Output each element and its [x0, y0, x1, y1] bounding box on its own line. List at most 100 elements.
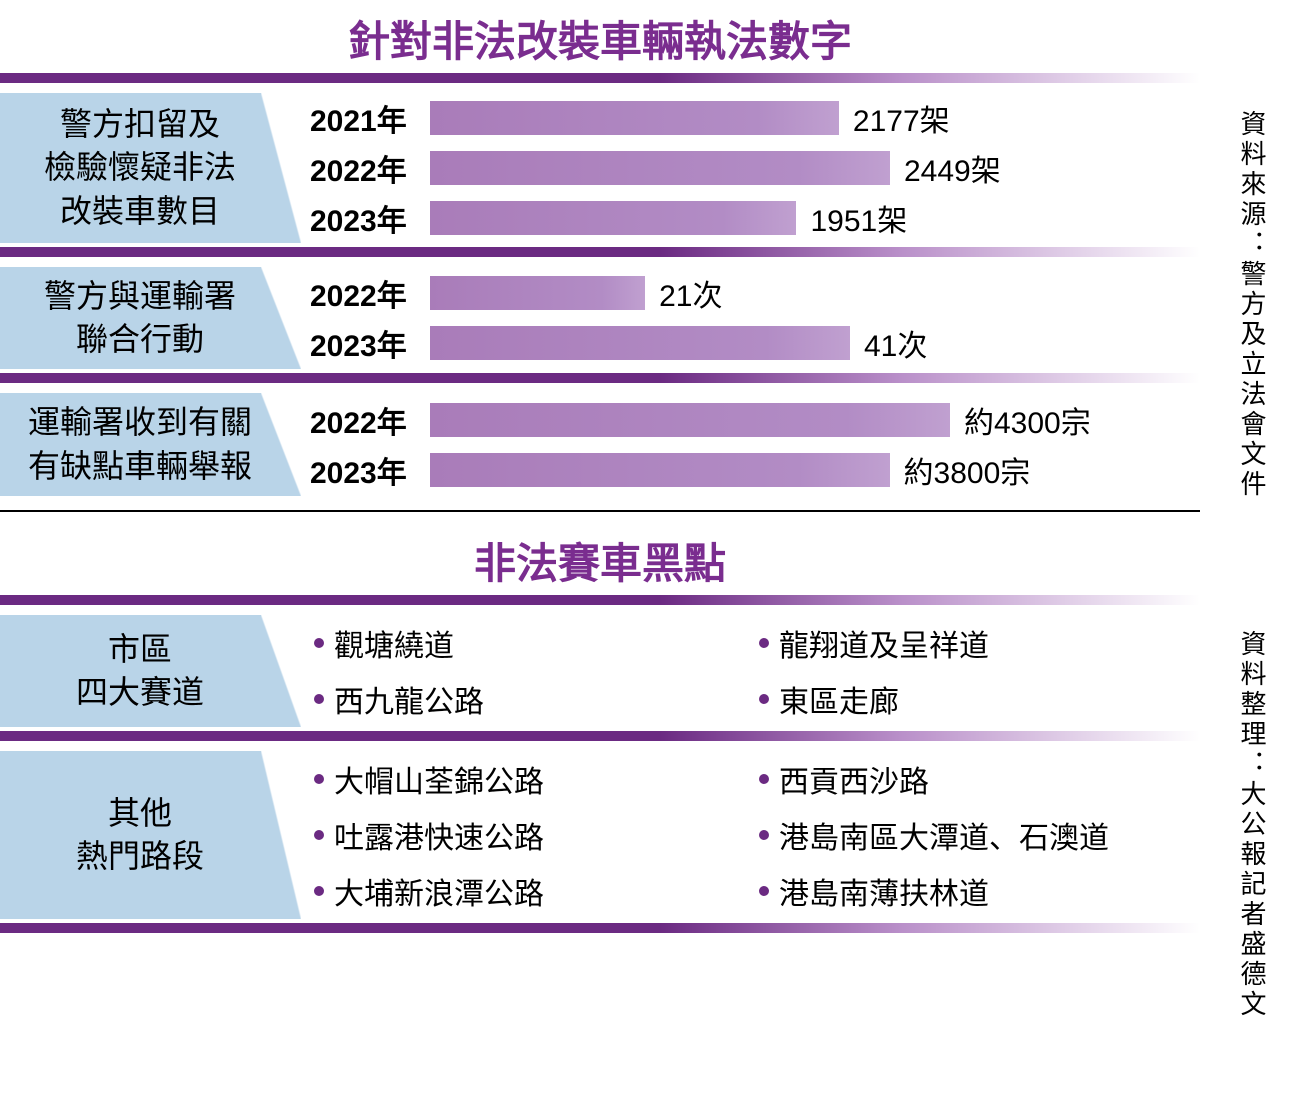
- bar-row: 2022年約4300宗: [310, 395, 1200, 445]
- bar-value: 21次: [659, 271, 722, 315]
- bullet-group: 其他熱門路段大帽山荃錦公路 西貢西沙路吐露港快速公路 港島南區大潭道、石澳道大埔新浪…: [0, 751, 1200, 919]
- bullet-item: 吐露港快速公路: [310, 807, 755, 863]
- bar-fill: [430, 276, 645, 310]
- bullet-dot-icon: [314, 886, 324, 896]
- bullet-dot-icon: [759, 774, 769, 784]
- bar-year: 2023年: [310, 448, 430, 492]
- bar-year: 2023年: [310, 321, 430, 365]
- bullet-group-label-line: 四大賽道: [76, 671, 204, 714]
- bullet-group-label-line: 其他: [108, 792, 172, 835]
- bar-value: 約4300宗: [964, 398, 1091, 442]
- bars-column: 2022年約4300宗2023年約3800宗: [300, 393, 1200, 495]
- bullet-text: 西九龍公路: [334, 677, 484, 721]
- bar-row: 2023年41次: [310, 318, 1200, 368]
- bar-fill: [430, 201, 796, 235]
- bar-fill: [430, 101, 839, 135]
- bar-row: 2022年2449架: [310, 143, 1200, 193]
- bullet-item: 西九龍公路: [310, 671, 755, 727]
- bar-year: 2022年: [310, 271, 430, 315]
- bullet-item: 西貢西沙路: [755, 751, 1200, 807]
- chart-label-line: 警方與運輸署: [44, 275, 236, 318]
- bar-year: 2023年: [310, 196, 430, 240]
- bullet-group-label: 其他熱門路段: [0, 751, 300, 919]
- bar-row: 2021年2177架: [310, 93, 1200, 143]
- bar-value: 2177架: [853, 96, 950, 140]
- divider-rule: [0, 247, 1200, 257]
- bullet-item: 龍翔道及呈祥道: [755, 615, 1200, 671]
- bar-fill: [430, 403, 950, 437]
- bar-value: 1951架: [810, 196, 907, 240]
- chart-label-line: 改裝車數目: [60, 190, 220, 233]
- bar-row: 2023年約3800宗: [310, 445, 1200, 495]
- bar-fill: [430, 453, 890, 487]
- chart-label: 運輸署收到有關有缺點車輛舉報: [0, 393, 300, 495]
- bullet-group-label-line: 市區: [108, 628, 172, 671]
- thin-divider: [0, 510, 1200, 512]
- bar-fill: [430, 151, 890, 185]
- bullet-text: 大帽山荃錦公路: [334, 757, 544, 801]
- chart-label: 警方與運輸署聯合行動: [0, 267, 300, 369]
- source-text-1: 資料來源：警方及立法會文件: [1236, 110, 1267, 500]
- bullet-dot-icon: [759, 694, 769, 704]
- divider-rule: [0, 731, 1200, 741]
- bar-track: 41次: [430, 326, 1200, 360]
- bar-fill: [430, 326, 850, 360]
- divider-rule: [0, 373, 1200, 383]
- bullet-dot-icon: [759, 886, 769, 896]
- bullets-body: 觀塘繞道龍翔道及呈祥道西九龍公路 東區走廊: [300, 615, 1200, 727]
- bullet-dot-icon: [314, 638, 324, 648]
- bar-value: 41次: [864, 321, 927, 365]
- divider-rule: [0, 73, 1200, 83]
- bullet-text: 吐露港快速公路: [334, 813, 544, 857]
- bullet-text: 西貢西沙路: [779, 757, 929, 801]
- bullet-text: 港島南薄扶林道: [779, 869, 989, 913]
- chart-label-line: 有缺點車輛舉報: [28, 445, 252, 488]
- bullet-group-label: 市區四大賽道: [0, 615, 300, 727]
- bars-column: 2022年21次2023年41次: [300, 267, 1200, 369]
- bar-track: 2177架: [430, 101, 1200, 135]
- bar-row: 2023年1951架: [310, 193, 1200, 243]
- section-title-1: 針對非法改裝車輛執法數字: [0, 0, 1200, 73]
- chart-group: 運輸署收到有關有缺點車輛舉報2022年約4300宗2023年約3800宗: [0, 393, 1200, 495]
- bullet-dot-icon: [314, 830, 324, 840]
- bars-column: 2021年2177架2022年2449架2023年1951架: [300, 93, 1200, 243]
- bullet-group: 市區四大賽道觀塘繞道龍翔道及呈祥道西九龍公路東區走廊: [0, 615, 1200, 727]
- bar-year: 2022年: [310, 398, 430, 442]
- source-text-2: 資料整理：大公報記者盛德文: [1236, 630, 1267, 1020]
- bullet-text: 龍翔道及呈祥道: [779, 621, 989, 665]
- divider-rule: [0, 595, 1200, 605]
- bullet-item: 港島南區大潭道、石澳道: [755, 807, 1200, 863]
- chart-group: 警方與運輸署聯合行動2022年21次2023年41次: [0, 267, 1200, 369]
- bullet-text: 港島南區大潭道、石澳道: [779, 813, 1109, 857]
- chart-group: 警方扣留及檢驗懷疑非法改裝車數目2021年2177架2022年2449架2023…: [0, 93, 1200, 243]
- bar-track: 約3800宗: [430, 453, 1200, 487]
- bullet-item: 東區走廊: [755, 671, 1200, 727]
- bullet-item: 觀塘繞道: [310, 615, 755, 671]
- bar-track: 約4300宗: [430, 403, 1200, 437]
- bullet-text: 大埔新浪潭公路: [334, 869, 544, 913]
- chart-label-line: 運輸署收到有關: [28, 401, 252, 444]
- bar-value: 2449架: [904, 146, 1001, 190]
- bullet-dot-icon: [314, 774, 324, 784]
- section-title-2: 非法賽車黑點: [0, 522, 1200, 595]
- bar-year: 2021年: [310, 96, 430, 140]
- bullet-item: 大帽山荃錦公路: [310, 751, 755, 807]
- chart-label: 警方扣留及檢驗懷疑非法改裝車數目: [0, 93, 300, 243]
- bullets-body: 大帽山荃錦公路 西貢西沙路吐露港快速公路 港島南區大潭道、石澳道大埔新浪潭公路 港島南…: [300, 751, 1200, 919]
- bar-row: 2022年21次: [310, 268, 1200, 318]
- bar-track: 21次: [430, 276, 1200, 310]
- bullet-dot-icon: [759, 830, 769, 840]
- bullet-text: 東區走廊: [779, 677, 899, 721]
- chart-label-line: 警方扣留及: [60, 103, 220, 146]
- bar-year: 2022年: [310, 146, 430, 190]
- divider-rule: [0, 923, 1200, 933]
- bar-value: 約3800宗: [904, 448, 1031, 492]
- bullet-item: 大埔新浪潭公路: [310, 863, 755, 919]
- chart-label-line: 檢驗懷疑非法: [44, 146, 236, 189]
- bar-track: 2449架: [430, 151, 1200, 185]
- bullet-item: 港島南薄扶林道: [755, 863, 1200, 919]
- chart-label-line: 聯合行動: [76, 318, 204, 361]
- bullet-dot-icon: [759, 638, 769, 648]
- bullet-dot-icon: [314, 694, 324, 704]
- bar-track: 1951架: [430, 201, 1200, 235]
